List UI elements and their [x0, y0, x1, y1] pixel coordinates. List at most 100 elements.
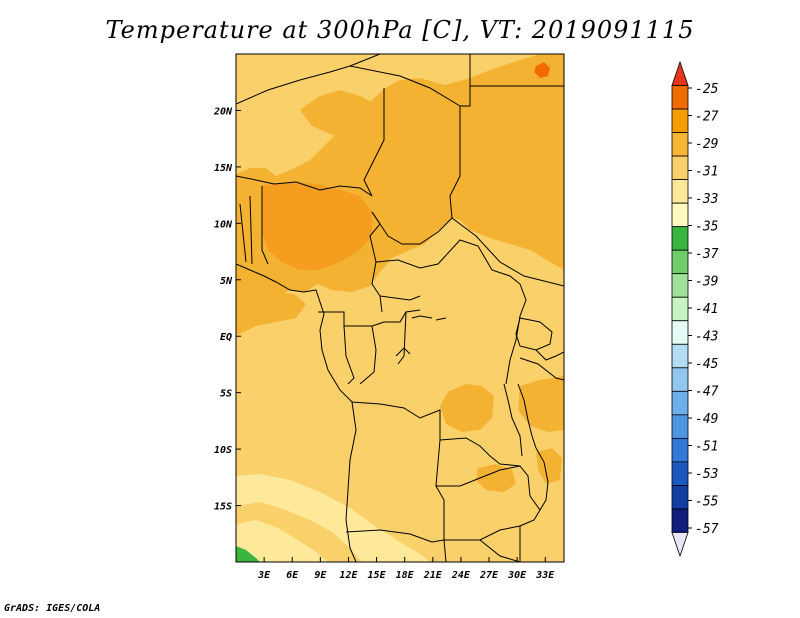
y-tick-label: EQ — [220, 332, 232, 343]
colorbar-swatch — [671, 273, 689, 298]
border-drc-angola — [351, 401, 460, 487]
border-egypt-libya — [460, 54, 471, 107]
colorbar-label: -35 — [695, 220, 719, 235]
colorbar-label: -55 — [695, 495, 719, 510]
y-tick-label: 5S — [220, 389, 232, 400]
colorbar-swatch — [671, 437, 689, 463]
x-tick-label: 33E — [535, 570, 555, 581]
border-niger-nigeria — [236, 175, 373, 197]
border-namibia-bots — [443, 539, 447, 562]
colorbar-swatch — [671, 155, 689, 181]
y-tick-label: 10N — [214, 219, 233, 230]
colorbar-label: -33 — [695, 192, 718, 207]
colorbar-label: -43 — [695, 330, 718, 345]
colorbar-label: -29 — [695, 137, 718, 152]
colorbar-swatch — [671, 485, 689, 510]
lake-malawi — [535, 447, 549, 511]
colorbar-label: -25 — [695, 82, 719, 97]
colorbar-swatch — [671, 414, 689, 439]
border-algeria-niger-n — [349, 54, 381, 67]
y-tick-label: 15S — [214, 502, 232, 513]
colorbar-label: -57 — [695, 522, 719, 537]
y-tick-label: 15N — [214, 163, 233, 174]
border-libya-niger — [349, 65, 461, 107]
y-tick-label: 20N — [213, 106, 233, 117]
lake-tanganyika-e — [517, 383, 537, 449]
field-east-patch — [518, 376, 564, 432]
border-congo-drc2 — [397, 311, 407, 365]
x-tick-label: 12E — [339, 570, 358, 581]
colorbar-label: -27 — [695, 110, 719, 125]
field-central-patch — [440, 384, 494, 432]
border-gabon-congo — [343, 325, 355, 385]
field-ne-dot — [534, 62, 550, 78]
y-tick-label: 5N — [220, 276, 233, 287]
field-zambia-patch — [476, 464, 516, 492]
x-tick-label: 9E — [314, 570, 327, 581]
colorbar-label: -49 — [695, 412, 718, 427]
grads-credit: GrADS: IGES/COLA — [4, 603, 101, 614]
x-tick-label: 21E — [423, 570, 443, 581]
field-green-corner — [236, 546, 260, 562]
colorbar-swatch — [671, 85, 689, 110]
lake-tanganyika — [503, 383, 523, 457]
border-cameroon-south — [318, 309, 421, 327]
border-cameroon-car — [379, 295, 421, 301]
colorbar-label: -53 — [695, 467, 718, 482]
x-tick-label: 6E — [286, 570, 299, 581]
colorbar: -25 -27 -29 -31 -33 -35 -37 -39 -41 -43 -45 -47 -49 -… — [671, 60, 719, 558]
field-moz-patch — [536, 448, 562, 484]
colorbar-swatch — [671, 132, 689, 157]
colorbar-swatch — [671, 179, 689, 204]
colorbar-label: -51 — [695, 440, 718, 455]
border-mali-algeria — [236, 65, 351, 105]
colorbar-swatch — [671, 461, 689, 486]
x-tick-label: 15E — [368, 570, 387, 581]
colorbar-swatch — [671, 108, 689, 133]
plot-frame — [235, 53, 565, 563]
field-gulf-patch — [236, 292, 306, 334]
border-chad-sudan-car — [371, 106, 461, 245]
x-tick-label: 3E — [257, 570, 271, 581]
field-nigeria-core — [262, 182, 372, 270]
border-ghana — [239, 203, 247, 263]
x-tick-label: 30E — [507, 570, 527, 581]
map-fill — [236, 54, 564, 562]
colorbar-label: -41 — [695, 302, 718, 317]
colorbar-swatch — [671, 367, 689, 392]
colorbar-label: -37 — [695, 247, 719, 262]
x-axis: 3E 6E 9E 12E 15E 18E 21E 24E 27E 30E 33E — [257, 557, 555, 581]
colorbar-swatch — [671, 343, 689, 369]
colorbar-label: -45 — [695, 357, 719, 372]
border-zambia-south — [444, 525, 521, 541]
colorbar-swatch — [671, 249, 689, 275]
colorbar-swatch — [671, 202, 689, 228]
y-tick-label: 10S — [214, 445, 232, 456]
coast-angola — [345, 401, 357, 562]
border-angola-namibia — [345, 529, 433, 543]
border-kenya-tz — [535, 349, 564, 361]
map-borders — [236, 54, 564, 562]
border-niger-chad — [363, 88, 385, 197]
colorbar-swatch — [671, 508, 689, 533]
river-3 — [395, 347, 411, 357]
x-tick-label: 24E — [451, 570, 471, 581]
colorbar-swatch — [671, 320, 689, 345]
border-angola-zambia — [431, 485, 445, 543]
border-sudan-ssudan — [451, 217, 564, 287]
border-drc-zambia — [439, 437, 521, 467]
lake-victoria — [515, 317, 553, 351]
colorbar-top-arrow — [671, 60, 689, 86]
y-axis: 20N 15N 10N 5N EQ 5S 10S 15S — [213, 106, 241, 513]
border-tz-north — [519, 357, 564, 381]
coast-gulf — [236, 263, 353, 403]
field-southwest-band2 — [236, 520, 328, 562]
river-2 — [435, 317, 447, 321]
border-congo-drc — [359, 325, 377, 385]
chart-title: Temperature at 300hPa [C], VT: 201909111… — [105, 16, 695, 44]
colorbar-label: -31 — [695, 165, 718, 180]
border-car-south — [375, 239, 521, 285]
field-north-inner2 — [300, 90, 380, 140]
border-togo — [249, 195, 253, 265]
border-bots-zim — [479, 539, 521, 562]
